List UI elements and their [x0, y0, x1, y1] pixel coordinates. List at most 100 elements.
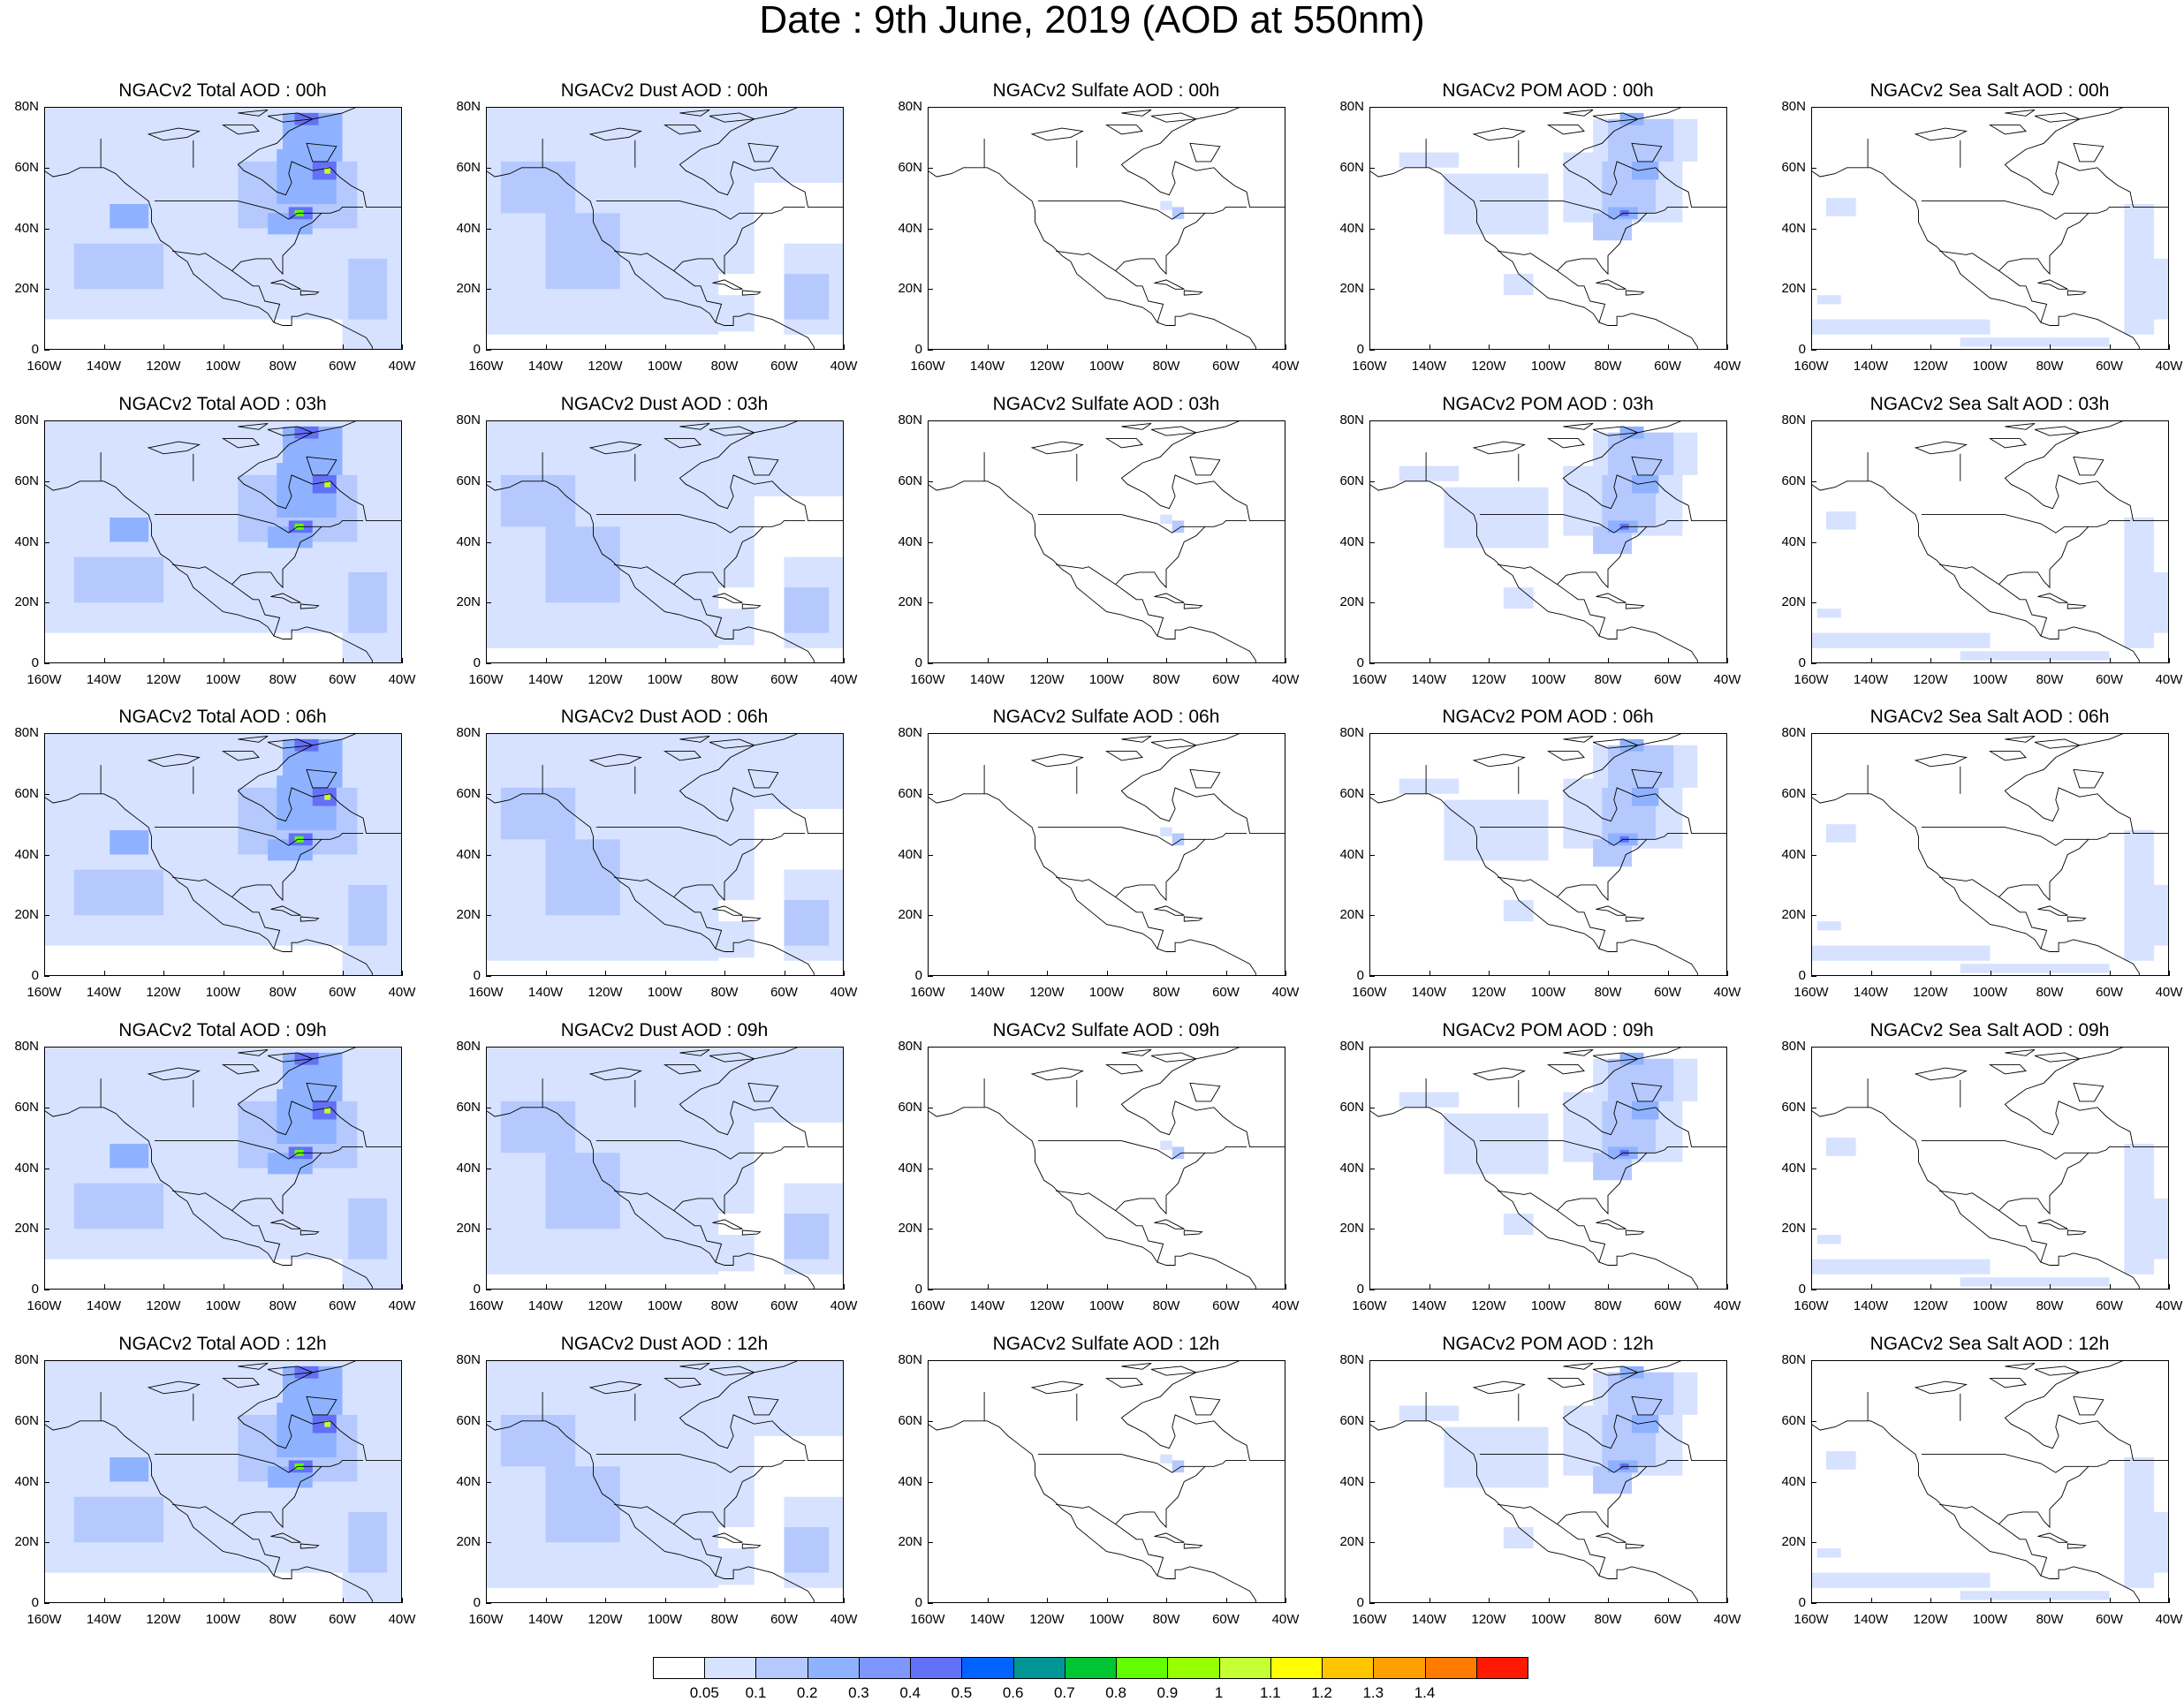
lon-tick-mark [486, 658, 487, 663]
lat-tick-label: 0 [1798, 1595, 1806, 1610]
political-border [154, 200, 322, 220]
aod-field [1369, 420, 1727, 663]
lat-tick-mark [44, 1603, 49, 1604]
island-outline [679, 1048, 710, 1056]
lon-tick-mark [1047, 344, 1048, 350]
island-outline [2034, 738, 2080, 749]
lon-tick-label: 100W [1972, 985, 2008, 1000]
lon-tick-label: 100W [205, 672, 241, 687]
lon-tick-label: 80W [1152, 672, 1180, 687]
panel-title: NGACv2 Dust AOD : 09h [560, 1020, 769, 1040]
lat-tick-mark [486, 915, 491, 917]
lat-tick-label: 0 [473, 655, 481, 670]
aod-field [1369, 107, 1727, 350]
lat-tick-label: 40N [1339, 220, 1364, 236]
lat-tick-mark [1369, 1481, 1375, 1483]
lon-tick-mark [1489, 344, 1490, 350]
lon-tick-label: 160W [1793, 1298, 1829, 1313]
island-outline [709, 1052, 755, 1063]
aod-shading-cell [1399, 152, 1460, 168]
coastline [672, 206, 806, 323]
lon-tick-label: 40W [1271, 1298, 1300, 1313]
aod-shading-cell [1960, 964, 2110, 973]
map-plot [1369, 1047, 1727, 1290]
lon-tick-label: 80W [1594, 672, 1622, 687]
lat-tick-mark [1369, 228, 1375, 230]
lon-tick-label: 120W [1029, 672, 1065, 687]
lon-tick-label: 140W [1853, 1612, 1889, 1627]
aod-shading-cell [1503, 900, 1534, 922]
island-outline [679, 109, 710, 117]
island-outline [1596, 1532, 1627, 1543]
map-plot [1811, 1360, 2169, 1603]
lat-tick-label: 0 [914, 1282, 922, 1297]
lat-tick-mark [44, 541, 49, 543]
lon-tick-mark [402, 971, 403, 976]
aod-shading-cell [1503, 587, 1534, 609]
lat-tick-mark [1811, 663, 1816, 664]
lat-tick-mark [1369, 167, 1375, 169]
lon-tick-label: 80W [710, 985, 739, 1000]
lat-tick-label: 80N [14, 1039, 39, 1054]
map-plot [486, 107, 844, 350]
lon-tick-label: 120W [588, 1612, 623, 1627]
aod-shading-cell [500, 1101, 576, 1154]
lon-tick-mark [163, 344, 164, 350]
lon-tick-label: 100W [1088, 985, 1125, 1000]
island-outline [300, 603, 320, 609]
island-outline [747, 1082, 779, 1102]
lon-tick-label: 140W [86, 672, 122, 687]
lon-tick-mark [342, 971, 344, 976]
lon-tick-mark [987, 1284, 989, 1290]
lon-tick-label: 160W [468, 1612, 504, 1627]
island-outline [2073, 768, 2104, 789]
lon-tick-label: 40W [1713, 985, 1741, 1000]
lon-tick-label: 40W [1713, 1298, 1741, 1313]
aod-shading-cell [1811, 319, 1991, 335]
aod-shading-cell [1172, 207, 1185, 220]
aod-shading-cell [348, 1511, 388, 1573]
lat-tick-label: 0 [31, 1595, 39, 1610]
panel-title: NGACv2 Sea Salt AOD : 03h [1869, 394, 2110, 414]
coastline [1811, 1360, 2169, 1603]
island-outline [1472, 753, 1526, 768]
colorbar-label: 0.4 [899, 1684, 921, 1701]
colorbar-label: 0.3 [848, 1684, 869, 1701]
political-border [614, 250, 674, 271]
political-border [1498, 1190, 1558, 1211]
coastline [486, 733, 844, 976]
island-outline [2073, 1082, 2104, 1102]
lat-tick-mark [1811, 854, 1816, 856]
lon-tick-mark [1608, 971, 1609, 976]
lat-tick-label: 60N [456, 159, 481, 175]
lat-tick-label: 80N [456, 1039, 481, 1054]
island-outline [238, 109, 269, 117]
aod-shading-cell [1608, 432, 1674, 475]
aod-field [1811, 1360, 2169, 1603]
lon-tick-mark [545, 971, 547, 976]
lon-tick-label: 140W [86, 1612, 122, 1627]
island-outline [712, 593, 743, 603]
lon-tick-mark [987, 344, 989, 350]
island-outline [2073, 456, 2104, 476]
lat-tick-label: 40N [14, 220, 39, 236]
figure-title: Date : 9th June, 2019 (AOD at 550nm) [759, 0, 1425, 42]
island-outline [306, 142, 337, 163]
lat-tick-label: 0 [31, 1282, 39, 1297]
lon-tick-label: 40W [388, 672, 416, 687]
lat-tick-label: 40N [14, 1160, 39, 1176]
lat-tick-mark [44, 480, 49, 482]
political-border [595, 1454, 763, 1473]
lat-tick-label: 20N [1781, 1534, 1806, 1550]
aod-shading-cell [294, 1365, 319, 1379]
colorbar-label: 1.3 [1362, 1684, 1384, 1701]
island-outline [2005, 1362, 2036, 1370]
lon-tick-label: 120W [1029, 359, 1065, 374]
coastline [1811, 1047, 2169, 1290]
aod-shading-cell [1825, 511, 1856, 530]
lon-tick-label: 160W [1793, 672, 1829, 687]
aod-shading-cell [1619, 738, 1644, 752]
colorbar-swatch [910, 1657, 963, 1679]
lon-tick-label: 120W [1029, 985, 1065, 1000]
lat-tick-mark [44, 663, 49, 664]
